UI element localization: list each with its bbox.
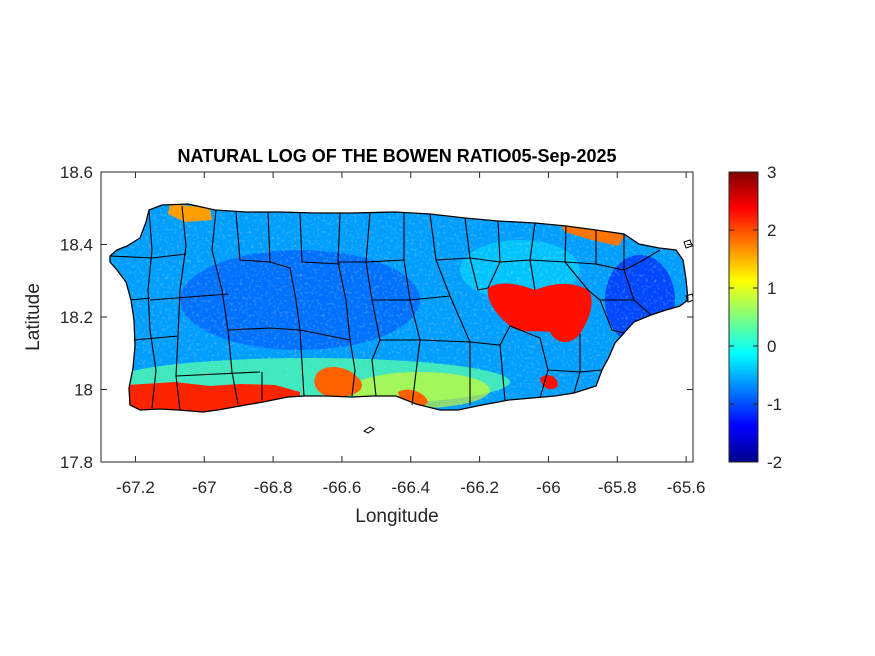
y-tick-label: 18 [74, 381, 93, 400]
municipality-border [573, 334, 581, 394]
x-tick-label: -67 [192, 478, 217, 497]
y-tick-label: 18.6 [60, 163, 93, 182]
municipality-border [147, 209, 157, 409]
x-tick-label: -66 [536, 478, 561, 497]
municipality-border [365, 212, 381, 397]
x-tick-label: -66.4 [391, 478, 430, 497]
municipality-border [464, 217, 489, 291]
y-axis-label: Latitude [23, 283, 44, 351]
islets [363, 239, 693, 434]
municipality-border [469, 325, 549, 399]
municipality-border [564, 225, 589, 291]
heat-hot-region [168, 204, 212, 222]
municipality-border [151, 253, 187, 259]
municipality-border [235, 211, 271, 263]
x-tick-label: -67.2 [116, 478, 155, 497]
municipality-border [587, 289, 625, 334]
colorbar-tick-label: 1 [767, 279, 776, 298]
colorbar-ticks: -2 -1 0 1 2 3 [729, 163, 782, 472]
municipality-border [109, 255, 153, 259]
y-tick-label: 18.2 [60, 308, 93, 327]
municipality-border [429, 213, 471, 405]
colorbar-tick-label: -1 [767, 395, 782, 414]
heatmap [109, 203, 693, 434]
municipality-border [133, 335, 179, 341]
municipality-border [623, 234, 652, 316]
x-tick-label: -66.6 [323, 478, 362, 497]
islet-east [685, 293, 693, 303]
municipality-border [338, 259, 405, 263]
heat-hot-region [560, 224, 625, 246]
x-tick-label: -66.8 [254, 478, 293, 497]
municipality-border [175, 205, 187, 411]
y-tick-label: 18.4 [60, 236, 93, 255]
municipality-boundaries [109, 203, 689, 413]
islet-northeast [683, 239, 693, 249]
municipality-border [130, 297, 151, 301]
municipality-border [372, 295, 451, 301]
heat-hot-region [314, 366, 362, 398]
x-axis-label: Longitude [355, 506, 438, 527]
municipality-border [299, 212, 341, 265]
municipality-border [175, 371, 261, 377]
colorbar-gradient [729, 172, 758, 462]
x-tick-label: -66.2 [460, 478, 499, 497]
colorbar-tick-label: 0 [767, 337, 776, 356]
chart-title: NATURAL LOG OF THE BOWEN RATIO05-Sep-202… [177, 146, 616, 166]
municipality-border [337, 212, 356, 397]
colorbar-tick-label: 2 [767, 221, 776, 240]
x-tick-label: -65.6 [667, 478, 706, 497]
y-tick-label: 17.8 [60, 453, 93, 472]
coastline [109, 203, 689, 413]
municipality-border [499, 259, 597, 265]
islet-caja-de-muerto [363, 426, 375, 434]
y-axis: 17.8 18 18.2 18.4 18.6 [60, 163, 693, 472]
colorbar-tick-label: -2 [767, 453, 782, 472]
municipality-border [211, 209, 239, 405]
municipality-border [380, 339, 471, 343]
colorbar-frame [728, 171, 759, 463]
colorbar: -2 -1 0 1 2 3 [728, 163, 782, 472]
island-heat-field [110, 204, 688, 412]
x-axis: -67.2 -67 -66.8 -66.6 -66.4 -66.2 -66 -65.8 -65.… [116, 172, 705, 497]
colorbar-tick-label: 3 [767, 163, 776, 182]
heat-hot-region [540, 375, 558, 390]
municipality-border [295, 299, 305, 397]
municipality-border [499, 344, 506, 401]
x-tick-label: -65.8 [598, 478, 637, 497]
municipality-border [227, 327, 351, 341]
municipality-border [267, 211, 297, 301]
municipality-border [149, 293, 229, 301]
